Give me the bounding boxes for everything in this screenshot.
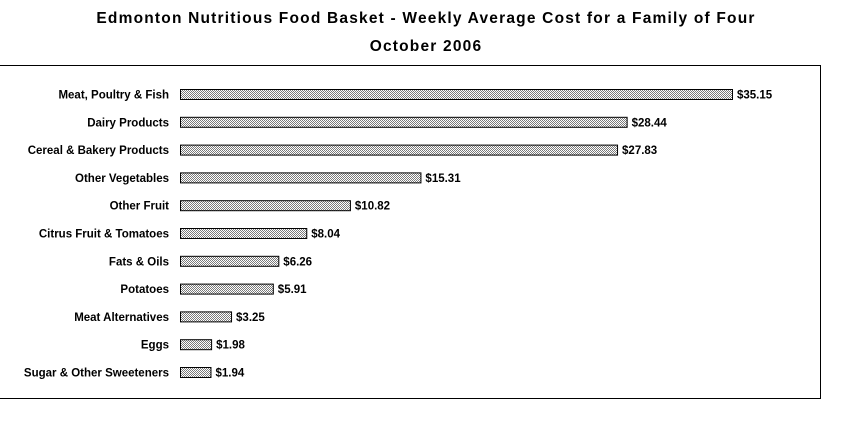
value-label: $3.25 [236,312,265,324]
value-label: $1.94 [215,368,244,380]
bars-layer: Meat, Poultry & Fish $35.15 Dairy Products… [24,89,773,380]
value-label: $15.31 [425,173,461,185]
category-label: Cereal & Bakery Products [28,145,169,157]
category-label: Meat Alternatives [74,312,169,324]
category-label: Meat, Poultry & Fish [58,90,169,102]
value-label: $35.15 [737,90,773,102]
bar [180,339,213,351]
category-label: Eggs [141,340,169,352]
value-label: $8.04 [311,229,340,241]
bar [180,200,351,212]
value-label: $5.91 [278,284,307,296]
category-label: Other Fruit [110,201,170,213]
bar [180,116,628,128]
category-label: Sugar & Other Sweeteners [24,368,169,380]
bar [180,311,233,323]
bar [180,144,619,156]
value-label: $6.26 [283,256,312,268]
plot-frame [0,65,821,399]
value-label: $27.83 [622,145,657,157]
value-label: $10.82 [355,201,390,213]
chart-subtitle: October 2006 [369,38,483,55]
bar [180,228,308,239]
category-label: Dairy Products [87,117,169,129]
bar [180,367,212,378]
category-label: Other Vegetables [75,173,169,185]
value-label: $28.44 [632,117,668,129]
bar [180,172,422,184]
chart-title: Edmonton Nutritious Food Basket - Weekly… [96,10,756,27]
bar [180,283,274,295]
bar [180,255,280,267]
category-label: Fats & Oils [109,256,169,268]
bar [180,89,733,100]
category-label: Citrus Fruit & Tomatoes [39,229,169,241]
category-label: Potatoes [120,284,169,296]
value-label: $1.98 [216,340,245,352]
